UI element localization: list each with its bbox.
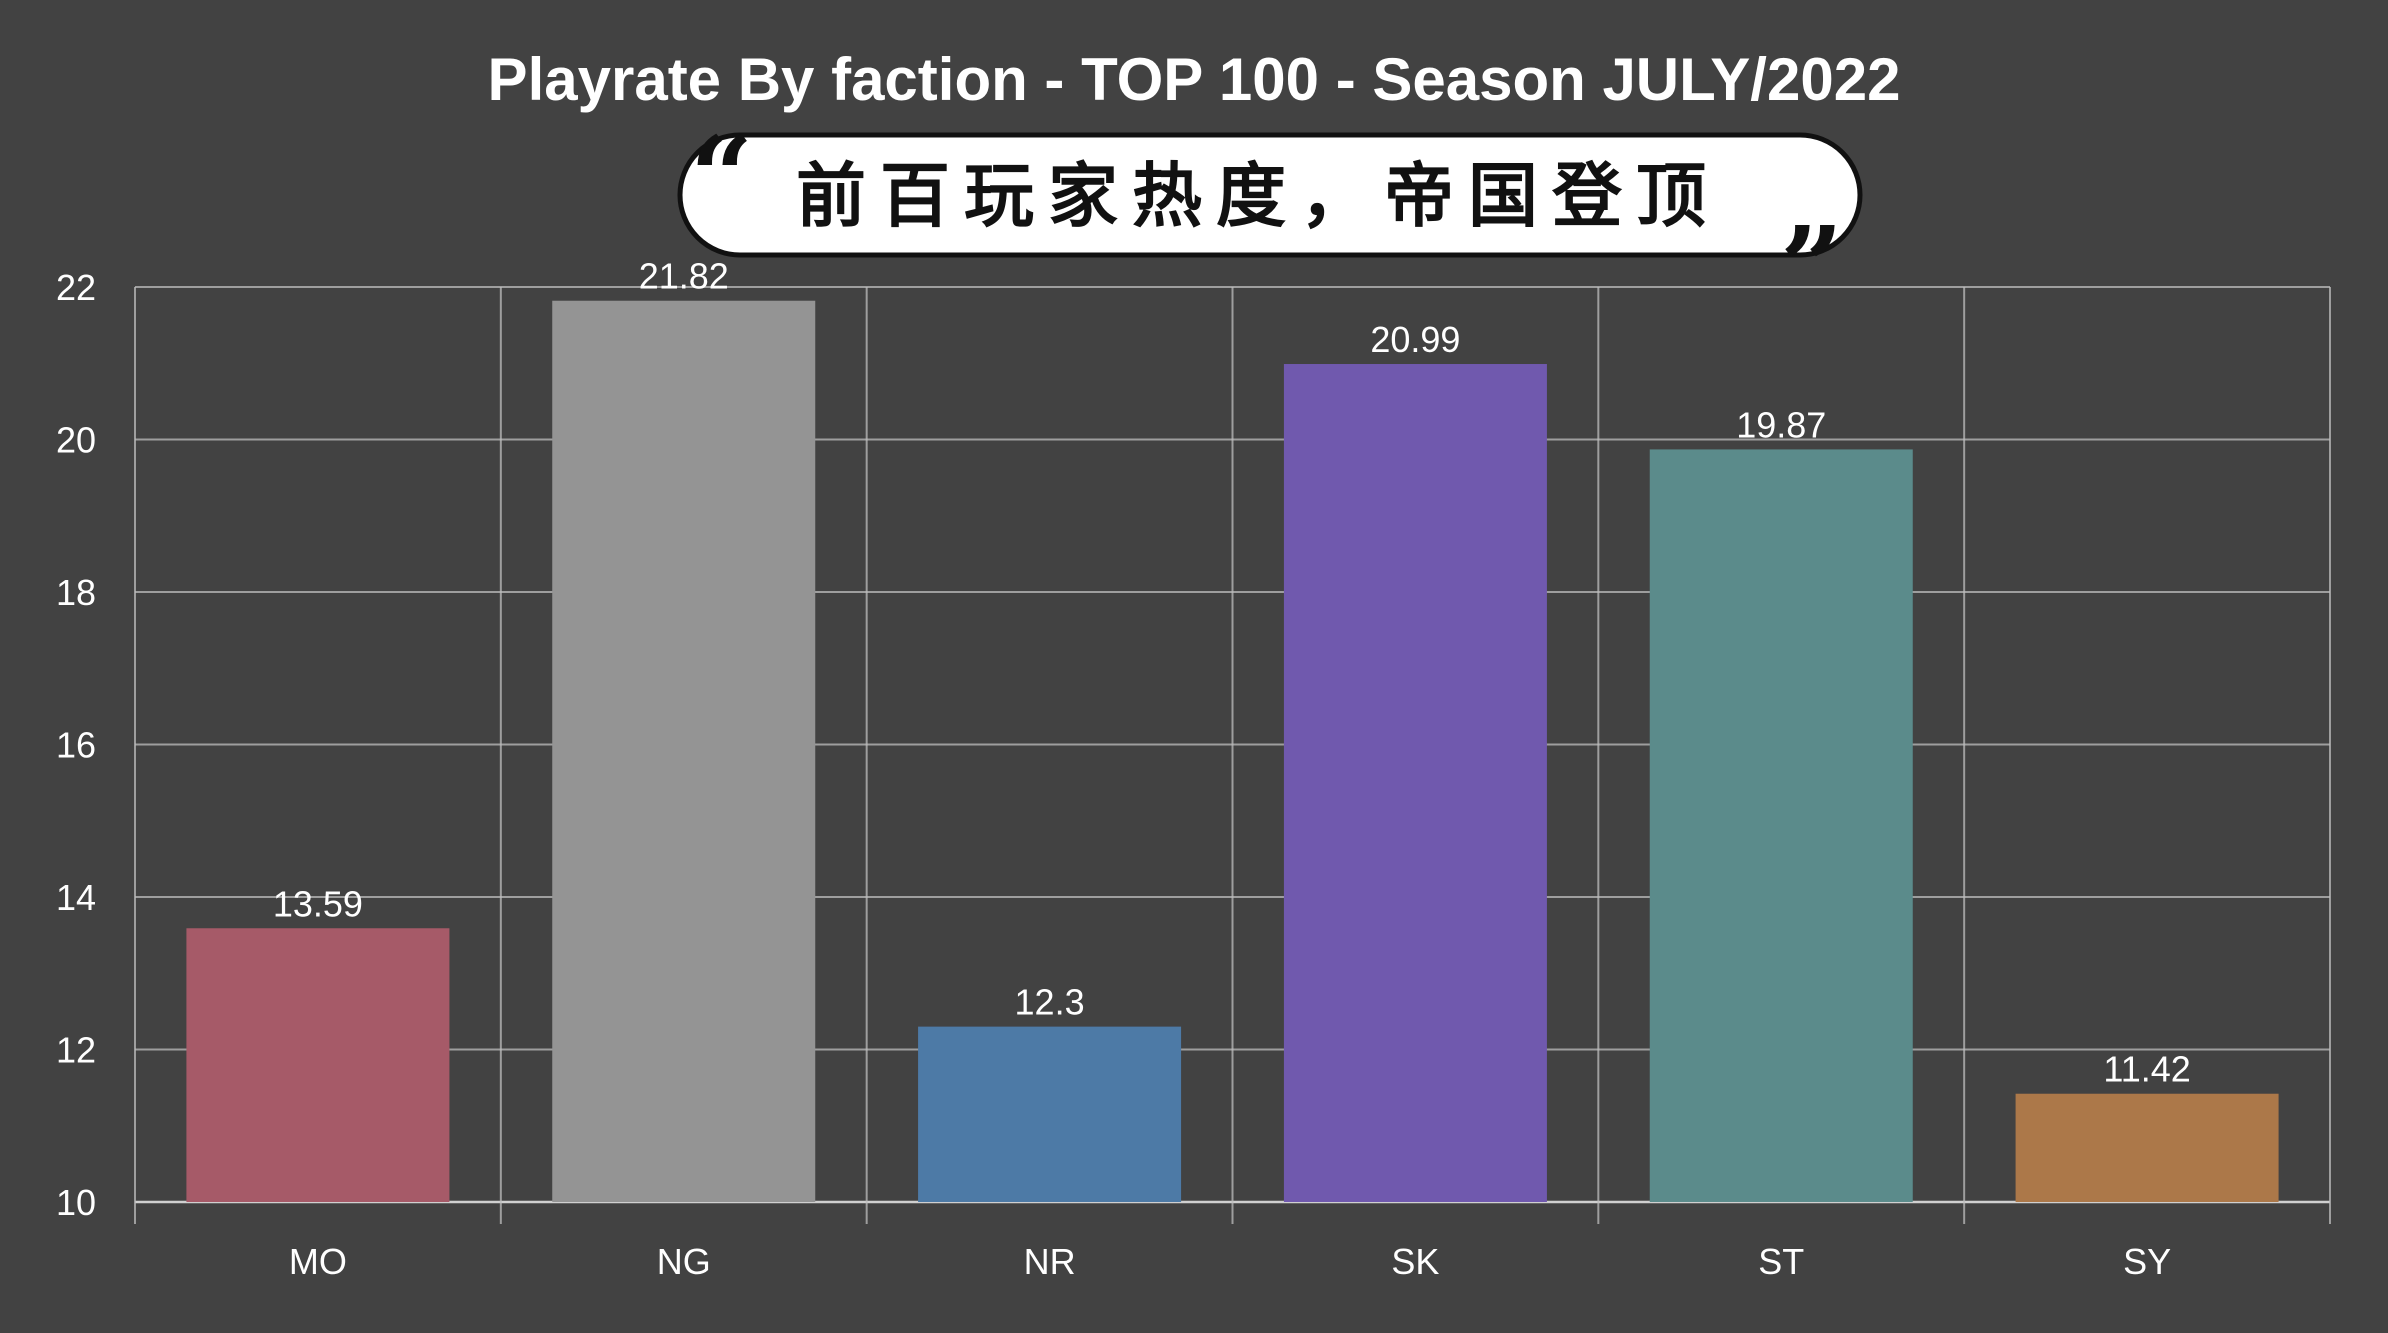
y-tick-label: 12: [56, 1030, 96, 1071]
bar-value-label: 12.3: [1015, 982, 1085, 1023]
bar-ng: [552, 300, 816, 1203]
grid: [134, 286, 2331, 1224]
x-tick-label: SY: [2123, 1241, 2171, 1282]
x-axis-ticks: MO NG NR SK ST SY: [289, 1241, 2171, 1282]
chart-title: Playrate By faction - TOP 100 - Season J…: [488, 46, 1901, 113]
x-tick-label: MO: [289, 1241, 347, 1282]
banner-text: 前百玩家热度，帝国登顶: [796, 155, 1720, 237]
y-tick-label: 22: [56, 267, 96, 308]
y-axis-ticks: 10 12 14 16 18 20 22: [56, 267, 96, 1223]
y-tick-label: 14: [56, 877, 96, 918]
bar-mo: [186, 928, 450, 1202]
close-quote-mark: ”: [1780, 202, 1843, 331]
bar-value-label: 11.42: [2103, 1049, 2190, 1090]
quote-banner: “ 前百玩家热度，帝国登顶 ”: [677, 112, 1863, 331]
open-quote-mark: “: [690, 112, 753, 241]
x-tick-label: SK: [1391, 1241, 1439, 1282]
bar-value-label: 13.59: [273, 883, 363, 924]
value-labels: 13.59 21.82 12.3 20.99 19.87 11.42: [273, 256, 2191, 1090]
x-tick-label: NG: [657, 1241, 711, 1282]
bar-st: [1649, 449, 1913, 1203]
banner-bubble: [677, 132, 1863, 258]
x-tick-label: ST: [1758, 1241, 1804, 1282]
bar-nr: [918, 1026, 1182, 1202]
y-tick-label: 18: [56, 572, 96, 613]
bars: [186, 300, 2279, 1203]
y-tick-label: 20: [56, 420, 96, 461]
bar-sk: [1283, 364, 1547, 1202]
bar-sy: [2015, 1093, 2279, 1202]
bar-value-label: 20.99: [1370, 319, 1460, 360]
y-tick-label: 16: [56, 725, 96, 766]
x-tick-label: NR: [1024, 1241, 1076, 1282]
bar-value-label: 21.82: [639, 256, 729, 297]
bar-value-label: 19.87: [1736, 404, 1826, 445]
y-tick-label: 10: [56, 1182, 96, 1223]
